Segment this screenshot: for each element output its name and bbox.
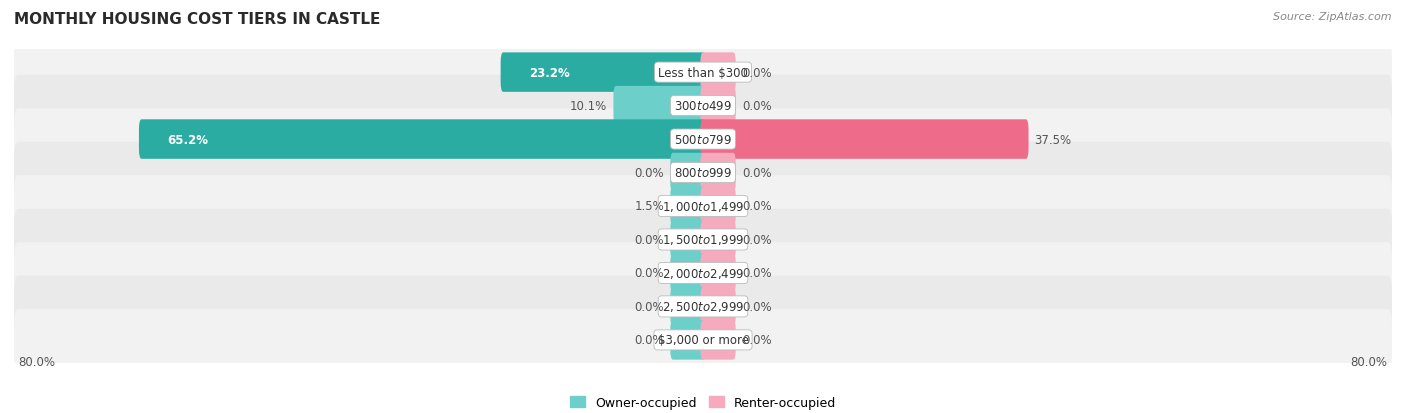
- FancyBboxPatch shape: [671, 187, 706, 226]
- FancyBboxPatch shape: [700, 320, 735, 360]
- FancyBboxPatch shape: [14, 176, 1392, 237]
- FancyBboxPatch shape: [700, 153, 735, 193]
- FancyBboxPatch shape: [700, 187, 735, 226]
- Text: 0.0%: 0.0%: [742, 200, 772, 213]
- FancyBboxPatch shape: [14, 142, 1392, 204]
- Text: $1,500 to $1,999: $1,500 to $1,999: [662, 233, 744, 247]
- Text: 0.0%: 0.0%: [634, 300, 664, 313]
- Text: $500 to $799: $500 to $799: [673, 133, 733, 146]
- Text: 80.0%: 80.0%: [18, 355, 55, 368]
- Text: Source: ZipAtlas.com: Source: ZipAtlas.com: [1274, 12, 1392, 22]
- FancyBboxPatch shape: [501, 53, 706, 93]
- FancyBboxPatch shape: [700, 120, 1029, 159]
- Text: 0.0%: 0.0%: [634, 267, 664, 280]
- Text: $2,500 to $2,999: $2,500 to $2,999: [662, 300, 744, 313]
- FancyBboxPatch shape: [139, 120, 706, 159]
- FancyBboxPatch shape: [14, 309, 1392, 371]
- Text: $800 to $999: $800 to $999: [673, 166, 733, 180]
- Text: 0.0%: 0.0%: [742, 66, 772, 79]
- Text: $300 to $499: $300 to $499: [673, 100, 733, 113]
- FancyBboxPatch shape: [700, 87, 735, 126]
- Text: 0.0%: 0.0%: [742, 334, 772, 347]
- Text: $2,000 to $2,499: $2,000 to $2,499: [662, 266, 744, 280]
- Text: 37.5%: 37.5%: [1035, 133, 1071, 146]
- Text: 0.0%: 0.0%: [634, 166, 664, 180]
- FancyBboxPatch shape: [671, 320, 706, 360]
- FancyBboxPatch shape: [14, 276, 1392, 337]
- FancyBboxPatch shape: [671, 220, 706, 260]
- FancyBboxPatch shape: [14, 42, 1392, 104]
- Text: Less than $300: Less than $300: [658, 66, 748, 79]
- FancyBboxPatch shape: [700, 220, 735, 260]
- Text: 80.0%: 80.0%: [1351, 355, 1388, 368]
- FancyBboxPatch shape: [671, 287, 706, 326]
- Legend: Owner-occupied, Renter-occupied: Owner-occupied, Renter-occupied: [565, 391, 841, 413]
- Text: 0.0%: 0.0%: [742, 100, 772, 113]
- FancyBboxPatch shape: [700, 254, 735, 293]
- Text: 0.0%: 0.0%: [742, 233, 772, 247]
- Text: 0.0%: 0.0%: [742, 300, 772, 313]
- Text: MONTHLY HOUSING COST TIERS IN CASTLE: MONTHLY HOUSING COST TIERS IN CASTLE: [14, 12, 381, 27]
- Text: 0.0%: 0.0%: [634, 334, 664, 347]
- Text: $3,000 or more: $3,000 or more: [658, 334, 748, 347]
- FancyBboxPatch shape: [613, 87, 706, 126]
- Text: 65.2%: 65.2%: [167, 133, 208, 146]
- FancyBboxPatch shape: [671, 254, 706, 293]
- Text: 0.0%: 0.0%: [742, 267, 772, 280]
- FancyBboxPatch shape: [700, 53, 735, 93]
- FancyBboxPatch shape: [14, 242, 1392, 304]
- Text: 23.2%: 23.2%: [529, 66, 569, 79]
- Text: 1.5%: 1.5%: [634, 200, 664, 213]
- Text: 0.0%: 0.0%: [634, 233, 664, 247]
- Text: 0.0%: 0.0%: [742, 166, 772, 180]
- FancyBboxPatch shape: [14, 209, 1392, 271]
- FancyBboxPatch shape: [671, 153, 706, 193]
- Text: 10.1%: 10.1%: [571, 100, 607, 113]
- FancyBboxPatch shape: [14, 76, 1392, 137]
- FancyBboxPatch shape: [14, 109, 1392, 171]
- Text: $1,000 to $1,499: $1,000 to $1,499: [662, 199, 744, 214]
- FancyBboxPatch shape: [700, 287, 735, 326]
